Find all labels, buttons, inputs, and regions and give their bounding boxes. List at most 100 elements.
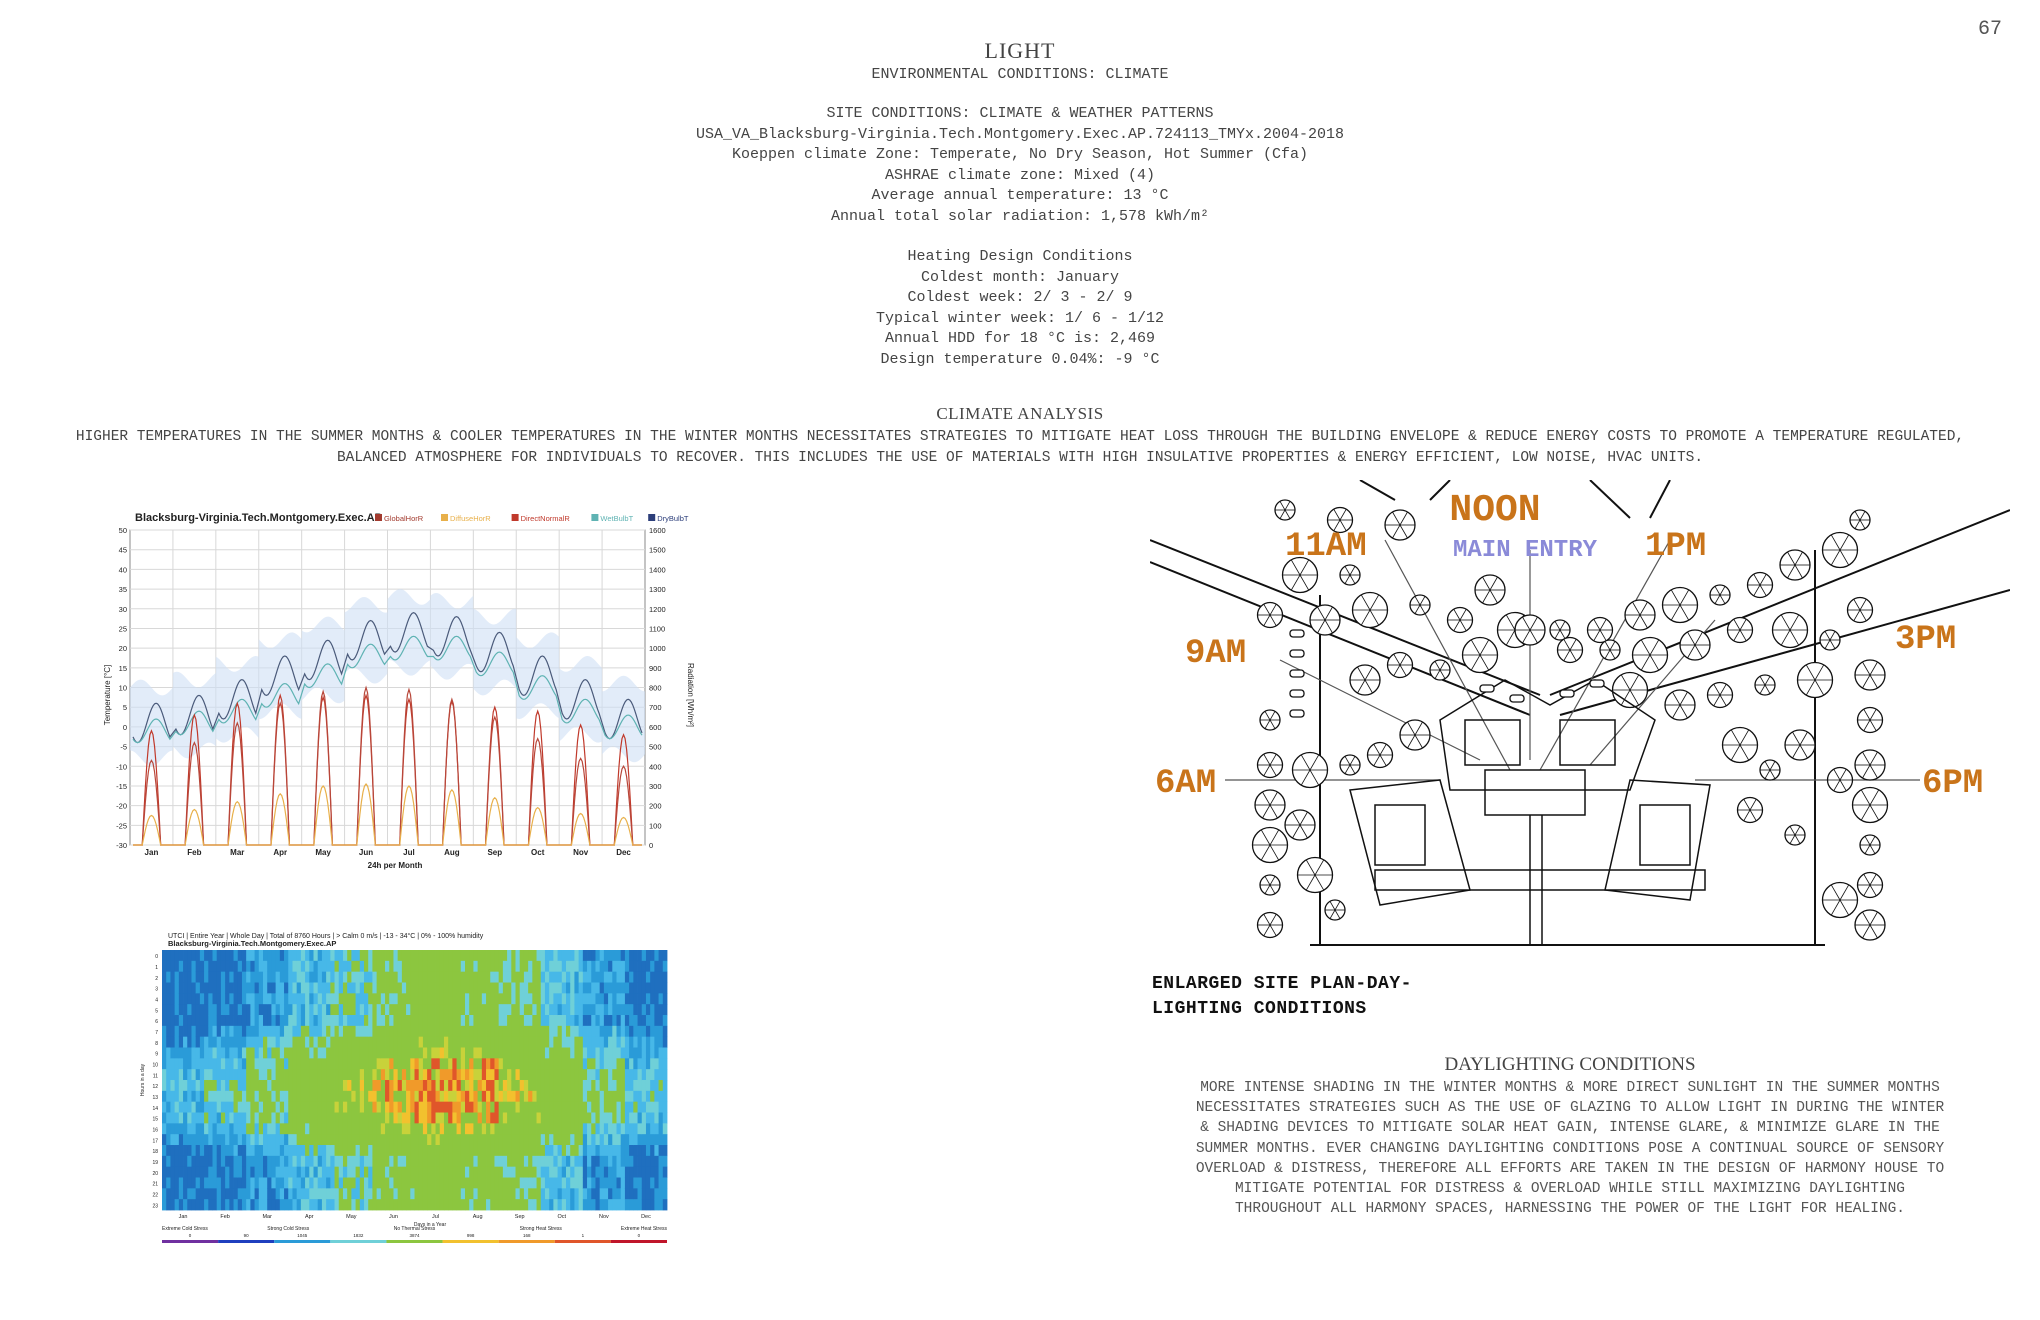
heatmap-cell <box>372 1199 378 1211</box>
heatmap-cell <box>183 1015 188 1027</box>
heatmap-cell <box>473 1177 479 1189</box>
heatmap-cell <box>204 1047 209 1059</box>
heatmap-cell <box>380 1015 386 1027</box>
heatmap-cell <box>166 1145 171 1157</box>
heatmap-cell <box>305 1166 310 1178</box>
heatmap-cell <box>494 1047 500 1059</box>
heatmap-cell <box>178 1036 184 1048</box>
heatmap-cell <box>624 1058 630 1070</box>
heatmap-cell <box>650 1134 655 1146</box>
tree <box>1779 549 1811 581</box>
heatmap-cell <box>427 982 432 994</box>
heatmap-cell <box>275 960 281 973</box>
heatmap-cell <box>271 950 277 962</box>
heatmap-cell <box>229 1080 234 1092</box>
heatmap-cell <box>355 1080 361 1092</box>
heatmap-cell <box>338 960 344 973</box>
heatmap-cell <box>254 1080 260 1092</box>
label-6am: 6AM <box>1155 765 1216 803</box>
heatmap-cell <box>216 1090 222 1103</box>
heatmap-cell <box>321 1188 327 1200</box>
heatmap-cell <box>654 982 659 994</box>
heatmap-cell <box>368 1188 373 1200</box>
heatmap-cell <box>229 1134 234 1146</box>
x-tick-label: Nov <box>573 848 589 857</box>
heatmap-cell <box>263 1015 268 1027</box>
heatmap-cell <box>481 950 487 962</box>
heatmap-cell <box>380 1080 386 1092</box>
heatmap-y-tick: 9 <box>155 1052 158 1058</box>
heatmap-cell <box>448 950 453 962</box>
heatmap-cell <box>204 982 209 994</box>
heatmap-cell <box>553 1025 558 1038</box>
heatmap-cell <box>254 982 260 994</box>
heatmap-cell <box>553 1134 558 1146</box>
heatmap-cell <box>519 982 525 994</box>
heatmap-cell <box>410 1058 415 1070</box>
heatmap-cell <box>220 1101 226 1113</box>
koeppen-zone: Koeppen climate Zone: Temperate, No Dry … <box>731 146 1309 163</box>
heatmap-cell <box>637 1069 643 1081</box>
heatmap-cell <box>267 993 272 1005</box>
heatmap-cell <box>641 1036 647 1048</box>
heatmap-cell <box>536 1047 542 1059</box>
heatmap-cell <box>263 1134 268 1146</box>
heatmap-cell <box>620 1025 626 1038</box>
heatmap-cell <box>469 971 474 983</box>
heatmap-cell <box>321 993 327 1005</box>
heatmap-cell <box>570 1145 575 1157</box>
heatmap-cell <box>612 1047 617 1059</box>
heatmap-cell <box>364 971 369 983</box>
heatmap-cell <box>431 1199 436 1211</box>
heatmap-cell <box>317 960 323 973</box>
heatmap-cell <box>549 1004 554 1016</box>
heatmap-cell <box>662 1134 668 1146</box>
heatmap-cell <box>603 1069 609 1081</box>
heatmap-cell <box>208 1101 213 1113</box>
heatmap-cell <box>359 1134 365 1146</box>
heatmap-cell <box>422 1058 428 1070</box>
heatmap-cell <box>321 971 327 983</box>
heatmap-cell <box>536 1134 542 1146</box>
heatmap-cell <box>368 993 373 1005</box>
heatmap-cell <box>645 1199 651 1211</box>
heatmap-cell <box>330 1112 335 1124</box>
heatmap-cell <box>195 1166 201 1178</box>
heatmap-cell <box>166 1025 171 1038</box>
heatmap-cell <box>372 1177 378 1189</box>
label-main-entry: MAIN ENTRY <box>1453 537 1598 564</box>
heatmap-cell <box>393 1166 399 1178</box>
heatmap-cell <box>523 1112 529 1124</box>
heatmap-cell <box>313 1188 319 1200</box>
heatmap-cell <box>334 1036 340 1048</box>
heatmap-cell <box>498 1145 504 1157</box>
heatmap-cell <box>178 1166 184 1178</box>
heatmap-cell <box>254 1015 260 1027</box>
tree <box>1309 604 1341 636</box>
heatmap-cell <box>603 982 609 994</box>
heatmap-x-tick: Feb <box>220 1214 229 1220</box>
heatmap-cell <box>389 1145 394 1157</box>
tree <box>1256 751 1284 779</box>
heatmap-cell <box>511 1047 516 1059</box>
heatmap-cell <box>443 1145 449 1157</box>
heatmap-cell <box>406 1166 411 1178</box>
heatmap-cell <box>414 1177 420 1189</box>
heatmap-cell <box>439 1058 445 1070</box>
heatmap-cell <box>288 993 293 1005</box>
heatmap-cell <box>448 1004 453 1016</box>
heatmap-cell <box>452 1145 457 1157</box>
heatmap-cell <box>616 1047 622 1059</box>
heatmap-cell <box>241 1123 247 1135</box>
heatmap-cell <box>435 1058 441 1070</box>
heatmap-cell <box>410 971 415 983</box>
heatmap-cell <box>250 971 255 983</box>
heatmap-cell <box>637 993 643 1005</box>
heatmap-cell <box>220 1004 226 1016</box>
heatmap-cell <box>263 1112 268 1124</box>
heatmap-cell <box>502 993 508 1005</box>
heatmap-cell <box>662 1025 668 1038</box>
heatmap-cell <box>641 1112 647 1124</box>
heatmap-cell <box>629 1090 634 1103</box>
heatmap-cell <box>334 971 340 983</box>
